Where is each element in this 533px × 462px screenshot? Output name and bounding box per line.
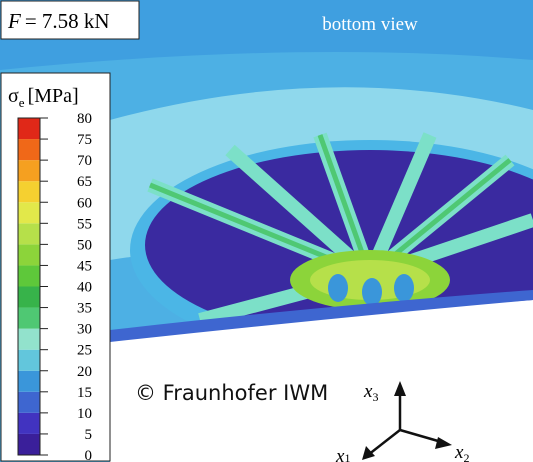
colorbar-band	[18, 308, 40, 329]
colorbar-band	[18, 118, 40, 139]
colorbar-tick-label: 10	[77, 406, 92, 422]
colorbar-band	[18, 392, 40, 413]
colorbar-band	[18, 139, 40, 160]
colorbar-tick-label: 5	[85, 427, 93, 443]
colorbar-tick-label: 70	[77, 153, 92, 169]
colorbar-tick-label: 15	[77, 385, 92, 401]
colorbar-tick-label: 30	[77, 322, 92, 338]
force-symbol: F	[7, 9, 21, 33]
colorbar-band	[18, 434, 40, 455]
colorbar-band	[18, 181, 40, 202]
colorbar-band	[18, 329, 40, 350]
colorbar-band	[18, 244, 40, 265]
colorbar-tick-label: 40	[77, 280, 92, 296]
copyright: © Fraunhofer IWM	[135, 381, 328, 405]
colorbar-symbol: σ	[8, 85, 19, 107]
colorbar-band	[18, 413, 40, 434]
colorbar-tick-label: 60	[77, 195, 92, 211]
colorbar-tick-label: 55	[77, 216, 92, 232]
colorbar-tick-label: 50	[77, 237, 92, 253]
axis-subscript: 2	[463, 451, 469, 462]
force-value: = 7.58 kN	[25, 9, 110, 33]
colorbar-band	[18, 371, 40, 392]
colorbar-tick-label: 65	[77, 174, 92, 190]
colorbar-tick-label: 80	[77, 111, 92, 127]
colorbar-unit: [MPa]	[28, 85, 79, 107]
colorbar-band	[18, 350, 40, 371]
legend-box	[1, 73, 110, 461]
colorbar-tick-label: 25	[77, 343, 92, 359]
view-label: bottom view	[322, 14, 418, 35]
colorbar-band	[18, 287, 40, 308]
colorbar-tick-label: 45	[77, 258, 92, 274]
colorbar-title: σe[MPa]	[8, 85, 79, 110]
fea-image: F= 7.58 kN bottom view σe[MPa] 0 5 10 15 20 2…	[0, 0, 533, 462]
colorbar-band	[18, 160, 40, 181]
colorbar-tick-label: 0	[85, 448, 93, 462]
colorbar-band	[18, 265, 40, 286]
colorbar-band	[18, 223, 40, 244]
colorbar-band	[18, 202, 40, 223]
colorbar-tick-label: 20	[77, 364, 92, 380]
colorbar-subscript: e	[19, 95, 25, 110]
axis-subscript: 1	[344, 451, 350, 462]
colorbar-tick-label: 75	[77, 132, 92, 148]
axis-subscript: 3	[372, 390, 378, 404]
colorbar-tick-label: 35	[77, 301, 92, 317]
